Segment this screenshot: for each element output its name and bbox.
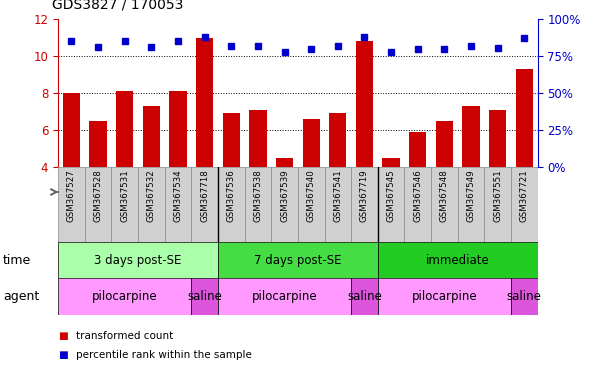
Bar [111,167,138,242]
Bar [244,167,271,242]
Bar [89,121,107,167]
Bar [382,158,400,167]
Bar [169,91,186,167]
Text: GSM367527: GSM367527 [67,169,76,222]
Bar [302,119,320,167]
Bar [196,38,213,167]
Bar [218,278,351,315]
Text: GSM367718: GSM367718 [200,169,209,222]
Text: saline: saline [507,290,542,303]
Bar [431,167,458,242]
Text: GSM367541: GSM367541 [334,169,342,222]
Bar [298,167,324,242]
Bar [138,167,164,242]
Bar [511,278,538,315]
Bar [142,106,160,167]
Text: GSM367539: GSM367539 [280,169,289,222]
Bar [489,110,507,167]
Text: ■: ■ [58,350,68,360]
Text: pilocarpine: pilocarpine [412,290,477,303]
Text: percentile rank within the sample: percentile rank within the sample [76,350,252,360]
Text: GSM367540: GSM367540 [307,169,316,222]
Bar [378,242,538,278]
Bar [356,41,373,167]
Bar [378,167,404,242]
Text: GDS3827 / 170053: GDS3827 / 170053 [52,0,183,12]
Text: GSM367545: GSM367545 [387,169,396,222]
Bar [191,167,218,242]
Bar [463,106,480,167]
Bar [276,158,293,167]
Bar [116,91,133,167]
Bar [409,132,426,167]
Bar [58,167,85,242]
Bar [63,93,80,167]
Bar [218,242,378,278]
Text: transformed count: transformed count [76,331,174,341]
Text: GSM367721: GSM367721 [520,169,529,222]
Text: GSM367551: GSM367551 [493,169,502,222]
Text: GSM367549: GSM367549 [467,169,475,222]
Text: GSM367538: GSM367538 [254,169,262,222]
Text: saline: saline [347,290,382,303]
Text: 3 days post-SE: 3 days post-SE [94,254,181,266]
Bar [516,69,533,167]
Bar [485,167,511,242]
Bar [58,242,218,278]
Bar [458,167,485,242]
Bar [58,278,191,315]
Text: GSM367546: GSM367546 [413,169,422,222]
Bar [329,113,346,167]
Text: pilocarpine: pilocarpine [92,290,158,303]
Text: GSM367528: GSM367528 [93,169,103,222]
Text: time: time [3,254,31,266]
Bar [404,167,431,242]
Bar [222,113,240,167]
Text: 7 days post-SE: 7 days post-SE [254,254,342,266]
Bar [218,167,244,242]
Text: GSM367719: GSM367719 [360,169,369,222]
Bar [324,167,351,242]
Text: agent: agent [3,290,39,303]
Bar [351,167,378,242]
Text: GSM367532: GSM367532 [147,169,156,222]
Text: GSM367536: GSM367536 [227,169,236,222]
Text: immediate: immediate [426,254,489,266]
Text: saline: saline [187,290,222,303]
Text: pilocarpine: pilocarpine [252,290,317,303]
Bar [164,167,191,242]
Bar [436,121,453,167]
Bar [191,278,218,315]
Bar [85,167,111,242]
Bar [511,167,538,242]
Text: GSM367548: GSM367548 [440,169,449,222]
Text: GSM367534: GSM367534 [174,169,183,222]
Text: GSM367531: GSM367531 [120,169,129,222]
Bar [378,278,511,315]
Bar [249,110,266,167]
Bar [351,278,378,315]
Bar [271,167,298,242]
Text: ■: ■ [58,331,68,341]
